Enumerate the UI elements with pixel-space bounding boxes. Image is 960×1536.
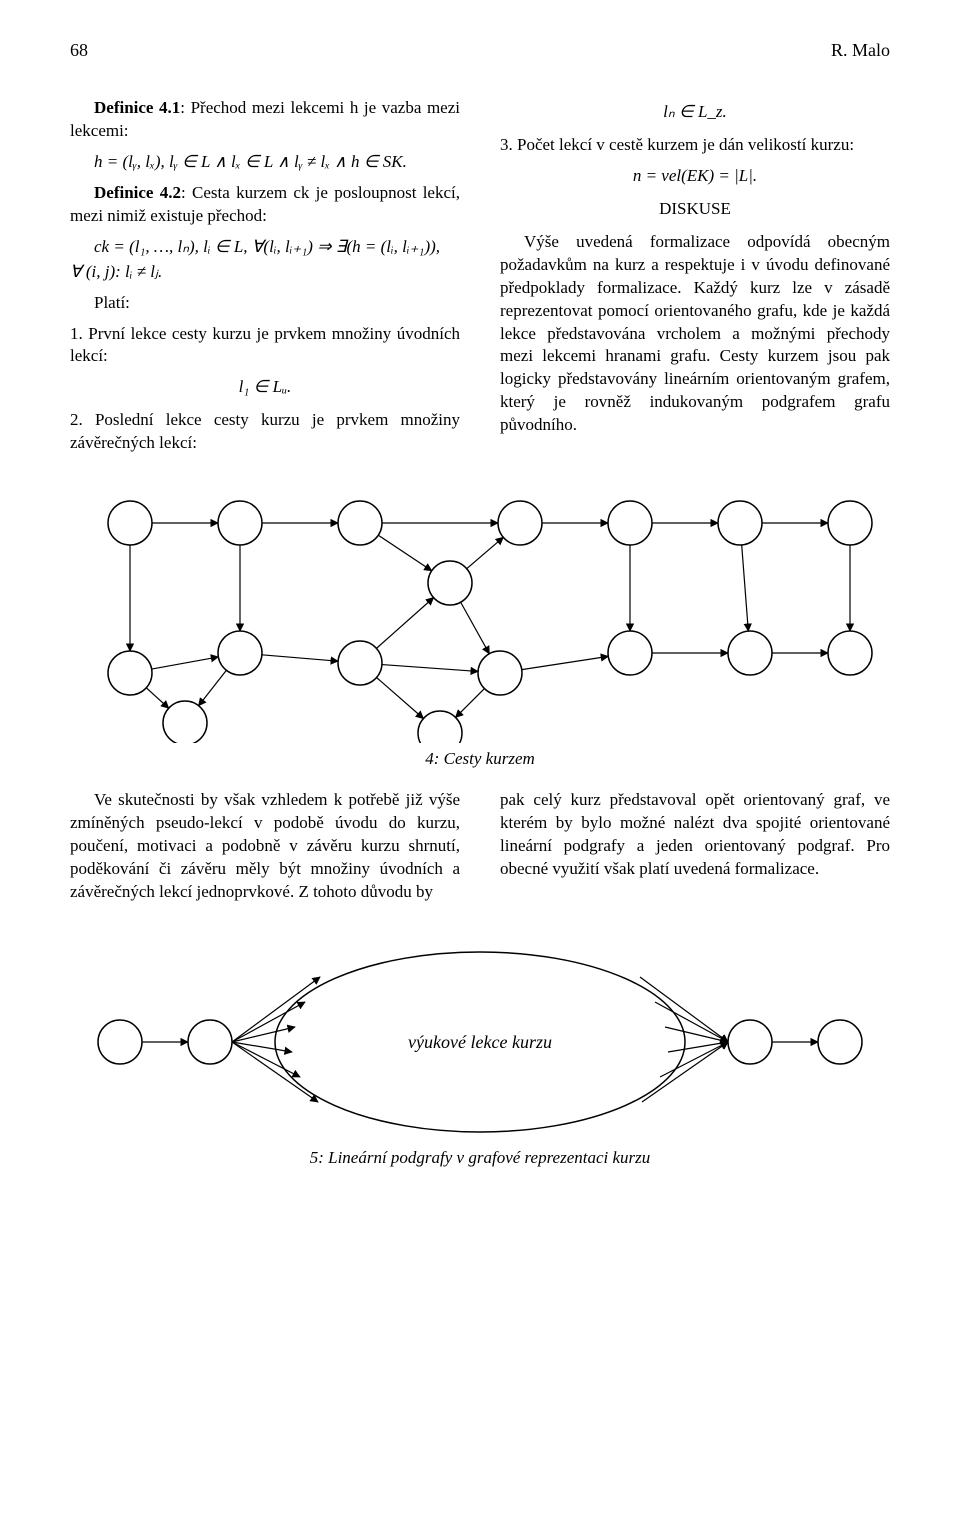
figure-4: 4: Cesty kurzem (70, 483, 890, 769)
right-column: lₙ ∈ L_z. 3. Počet lekcí v cestě kurzem … (500, 97, 890, 463)
figure-5-svg: výukové lekce kurzu (70, 942, 890, 1142)
figure-4-caption: 4: Cesty kurzem (70, 749, 890, 769)
def42-label: Definice 4.2 (94, 183, 181, 202)
svg-text:výukové lekce kurzu: výukové lekce kurzu (408, 1032, 552, 1052)
figure-5: výukové lekce kurzu 5: Lineární podgrafy… (70, 942, 890, 1168)
eq-42b: ∀ (i, j): lᵢ ≠ lⱼ. (70, 261, 460, 284)
def42: Definice 4.2: Cesta kurzem ck je posloup… (70, 182, 460, 228)
page-number: 68 (70, 40, 88, 61)
mid-right: pak celý kurz představoval opět orientov… (500, 789, 890, 912)
mid-right-text: pak celý kurz představoval opět orientov… (500, 789, 890, 881)
eq-item1: l₁ ∈ Lᵤ. (70, 376, 460, 399)
eq-item3: n = vel(EK) = |L|. (500, 165, 890, 188)
figure-5-caption: 5: Lineární podgrafy v grafové reprezent… (70, 1148, 890, 1168)
item1: 1. První lekce cesty kurzu je prvkem mno… (70, 323, 460, 369)
eq-top-right: lₙ ∈ L_z. (500, 101, 890, 124)
mid-left: Ve skutečnosti by však vzhledem k potřeb… (70, 789, 460, 912)
page: 68 R. Malo Definice 4.1: Přechod mezi le… (0, 0, 960, 1238)
plati: Platí: (70, 292, 460, 315)
eq-41: h = (lᵧ, lₓ), lᵧ ∈ L ∧ lₓ ∈ L ∧ lᵧ ≠ lₓ … (70, 151, 460, 174)
def41: Definice 4.1: Přechod mezi lekcemi h je … (70, 97, 460, 143)
figure-4-svg (70, 483, 890, 743)
diskuse-para: Výše uvedená formalizace odpovídá obecný… (500, 231, 890, 437)
item3: 3. Počet lekcí v cestě kurzem je dán vel… (500, 134, 890, 157)
top-columns: Definice 4.1: Přechod mezi lekcemi h je … (70, 97, 890, 463)
left-column: Definice 4.1: Přechod mezi lekcemi h je … (70, 97, 460, 463)
mid-left-text: Ve skutečnosti by však vzhledem k potřeb… (70, 789, 460, 904)
def41-label: Definice 4.1 (94, 98, 180, 117)
mid-columns: Ve skutečnosti by však vzhledem k potřeb… (70, 789, 890, 912)
page-header: 68 R. Malo (70, 40, 890, 61)
item2: 2. Poslední lekce cesty kurzu je prvkem … (70, 409, 460, 455)
author-name: R. Malo (831, 40, 890, 61)
eq-42a: ck = (l₁, …, lₙ), lᵢ ∈ L, ∀(lᵢ, lᵢ₊₁) ⇒ … (70, 236, 460, 259)
diskuse-heading: DISKUSE (500, 198, 890, 221)
